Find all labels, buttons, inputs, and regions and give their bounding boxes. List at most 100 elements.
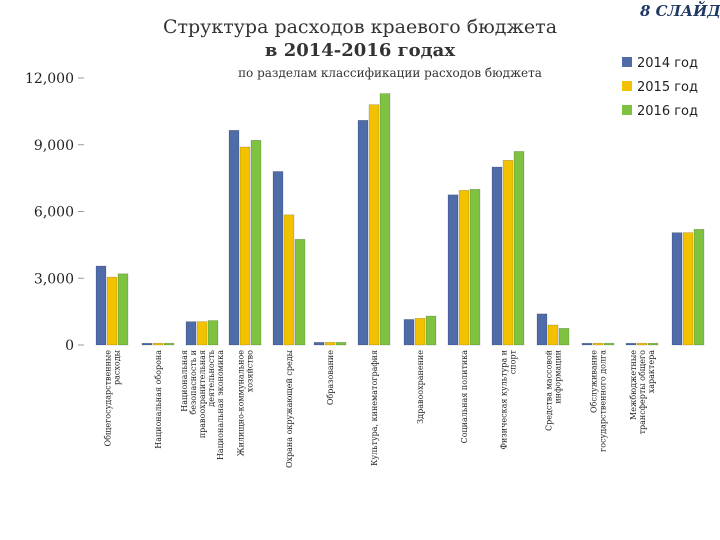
x-tick-label: Физическая культура и спорт — [500, 349, 518, 449]
bar — [625, 342, 637, 346]
bar — [581, 342, 593, 346]
bar — [403, 319, 415, 346]
bar — [536, 313, 548, 346]
x-tick-label-line: Межбюджетные — [629, 350, 638, 420]
bar — [502, 160, 514, 346]
x-tick-label-line: информации — [554, 350, 563, 404]
chart-title-line1: Структура расходов краевого бюджета — [162, 16, 558, 38]
x-tick-label-line: деятельность — [207, 349, 216, 406]
x-tick-label: Жилищно-коммунальное хозяйство — [237, 350, 255, 457]
y-tick-label: 0 — [65, 338, 74, 354]
x-tick-label-line: хозяйство — [246, 350, 255, 392]
bar — [693, 229, 705, 346]
x-tick-label: Национальная безопасность и правоохранител… — [180, 349, 225, 460]
bar — [228, 129, 240, 346]
x-tick-label-line: правоохранительная — [198, 350, 207, 438]
bar — [357, 119, 369, 346]
bar — [207, 320, 219, 346]
bar — [636, 342, 648, 346]
chart-subtitle: по разделам классификации расходов бюдже… — [238, 66, 542, 80]
bar — [458, 190, 470, 346]
bar — [547, 324, 559, 346]
x-tick-label: Здравоохранение — [416, 350, 425, 424]
series-3 — [117, 93, 705, 346]
bar — [324, 342, 336, 346]
bar — [250, 140, 262, 346]
bar — [513, 151, 525, 346]
x-tick-label-line: расходы — [113, 349, 122, 385]
x-tick-label-line: Национальная экономика — [216, 350, 225, 460]
x-tick-label-line: Общегосударственные — [104, 350, 113, 447]
bar — [294, 239, 306, 346]
x-tick-label-line: государственного долга — [599, 350, 608, 452]
legend-label: 2014 год — [637, 56, 698, 71]
bar — [272, 171, 284, 346]
bar — [196, 321, 208, 346]
slide-number-label: 8 СЛАЙД — [640, 2, 720, 20]
x-tick-label-line: Культура, кинематография — [370, 350, 379, 466]
bar — [141, 342, 153, 346]
bar — [425, 315, 437, 346]
x-tick-label: Охрана окружающей среды — [285, 349, 294, 468]
bar — [558, 328, 570, 346]
bar — [163, 342, 175, 346]
x-tick-label-line: Средства массовой — [545, 350, 554, 431]
x-tick-label-line: трансферты общего — [638, 350, 647, 435]
bar — [647, 342, 659, 346]
legend-label: 2015 год — [637, 80, 698, 95]
bar — [447, 194, 459, 346]
chart-title-line2: в 2014-2016 годах — [264, 40, 456, 61]
y-tick-label: 9,000 — [34, 138, 74, 154]
x-tick-label-line: Социальная политика — [460, 350, 469, 444]
bar — [491, 166, 503, 346]
bar — [682, 232, 694, 346]
x-tick-label: Средства массовой информации — [545, 350, 563, 431]
series-2 — [106, 104, 694, 346]
bar — [335, 342, 347, 346]
legend-swatch — [622, 105, 632, 115]
bar — [368, 104, 380, 346]
bar — [603, 342, 615, 346]
bar — [239, 146, 251, 346]
bar — [414, 317, 426, 346]
bar — [313, 342, 325, 346]
x-tick-label-line: Физическая культура и — [500, 350, 509, 450]
x-tick-label: Культура, кинематография — [370, 350, 379, 466]
bar — [469, 188, 481, 346]
x-tick-label-line: характера — [647, 350, 656, 393]
bar — [152, 342, 164, 346]
bar — [592, 342, 604, 346]
x-tick-label: Национальная оборона — [154, 350, 163, 449]
legend-swatch — [622, 57, 632, 67]
x-tick-label-line: Образование — [326, 350, 335, 405]
bar — [379, 93, 391, 346]
x-tick-label: Обслуживание государственного долга — [590, 350, 608, 452]
legend-label: 2016 год — [637, 104, 698, 119]
bar-series-group — [95, 93, 705, 346]
x-tick-label-line: Жилищно-коммунальное — [237, 350, 246, 457]
bar — [95, 265, 107, 346]
x-tick-label-line: Национальная — [180, 350, 189, 412]
y-axis: 0 3,000 6,000 9,000 12,000 — [25, 71, 84, 354]
x-tick-label-line: Обслуживание — [590, 350, 599, 413]
legend: 2014 год 2015 год 2016 год — [622, 56, 698, 119]
x-tick-label-line: безопасность и — [189, 350, 198, 415]
bar — [283, 214, 295, 346]
legend-swatch — [622, 81, 632, 91]
y-tick-label: 3,000 — [34, 271, 74, 287]
bar — [117, 273, 129, 346]
x-tick-label-line: спорт — [509, 349, 518, 374]
x-tick-label: Общегосударственные расходы — [104, 349, 122, 446]
bar — [671, 232, 683, 346]
x-tick-label: Межбюджетные трансферты общего характера — [629, 350, 656, 435]
series-1 — [95, 119, 683, 346]
x-tick-label-line: Охрана окружающей среды — [285, 349, 294, 468]
x-tick-label-line: Здравоохранение — [416, 350, 425, 424]
x-tick-label: Образование — [326, 350, 335, 405]
y-tick-label: 6,000 — [34, 205, 74, 221]
x-axis-labels: Общегосударственные расходы Национальная о… — [104, 349, 657, 468]
bar — [106, 276, 118, 346]
bar — [185, 321, 197, 346]
